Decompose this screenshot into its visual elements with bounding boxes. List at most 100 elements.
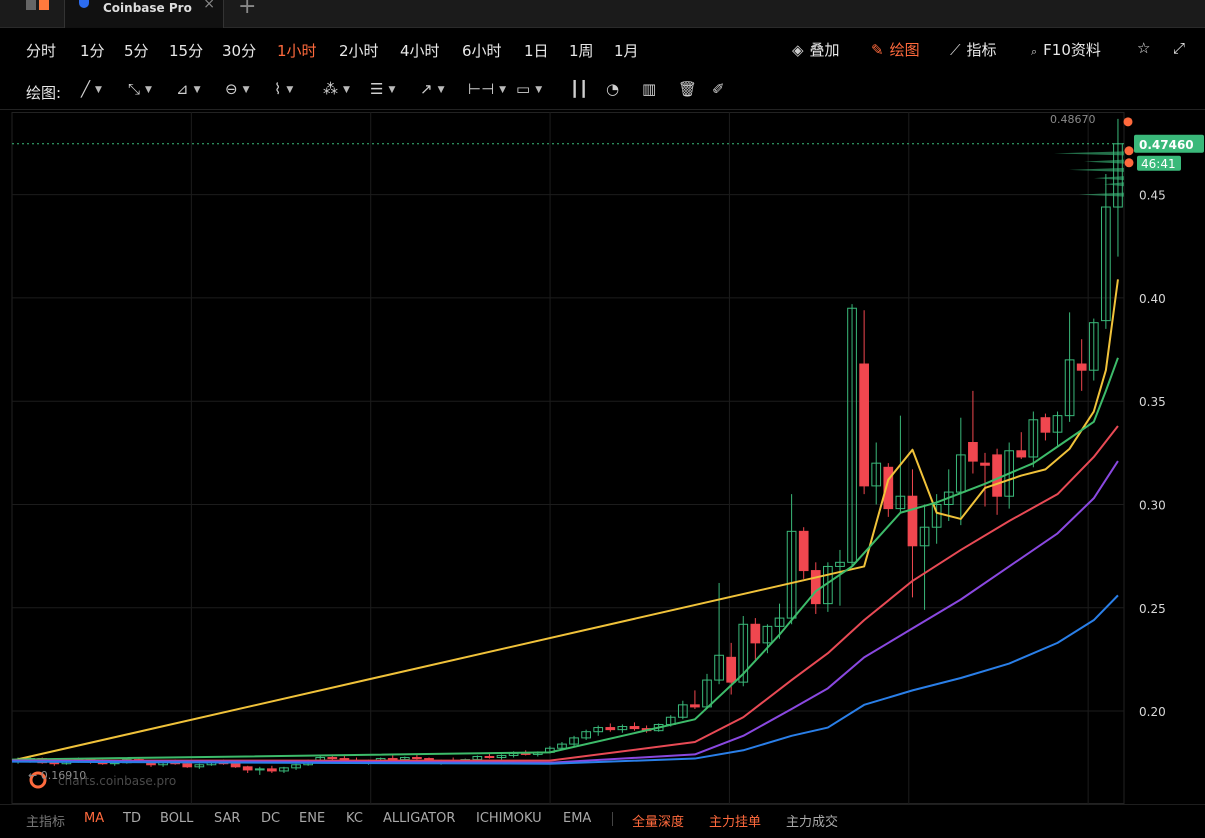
interval-2h[interactable]: 2小时	[339, 42, 379, 60]
depth-spike	[1079, 192, 1124, 197]
candle-body	[496, 754, 507, 759]
candle-tool-icon[interactable]: ┃┃	[570, 80, 589, 98]
candle-body	[1052, 415, 1063, 433]
candle-body	[762, 625, 773, 644]
main-trades-toggle[interactable]: 主力成交	[786, 815, 839, 830]
indicator-ma[interactable]: MA	[84, 811, 105, 826]
depth-spike	[1054, 151, 1124, 156]
interval-30m[interactable]: 30分	[222, 42, 257, 60]
drawing-toolbar: 绘图: ╱ ▼ ⤡ ▼ ⊿ ▼ ⊖ ▼ ⌇ ▼ ⁂ ▼ ☰ ▼ ↗ ▼ ⊢⊣ ▼ ▭ ▼ ┃┃ ◔ …	[0, 72, 1205, 110]
indicator-kc[interactable]: KC	[346, 811, 363, 826]
candle-body	[968, 442, 978, 462]
candle-body	[291, 764, 301, 769]
line-tool-icon[interactable]: ╱ ▼	[81, 80, 102, 98]
pie-tool-icon[interactable]: ◔	[606, 80, 620, 98]
last-price-badge	[1134, 134, 1204, 153]
fibonacci-tool-icon[interactable]: ☰ ▼	[370, 80, 396, 98]
wave-tool-icon[interactable]: ⌇ ▼	[274, 80, 294, 98]
candle-body	[835, 561, 845, 567]
y-tick-label: 0.25	[1139, 602, 1166, 616]
tab-bar: Coinbase Pro × +	[0, 0, 1205, 28]
interval-6h[interactable]: 6小时	[462, 42, 502, 60]
bars-tool-icon[interactable]: ▥	[642, 80, 657, 98]
candle-body	[605, 727, 616, 731]
indicator-ema[interactable]: EMA	[563, 811, 592, 826]
indicator-button[interactable]: ⟋ 指标	[950, 39, 997, 60]
drawing-tools-label: 绘图:	[26, 84, 62, 102]
candle-body	[1028, 419, 1039, 458]
y-tick-label: 0.40	[1139, 292, 1166, 306]
f10-button[interactable]: ⌕ F10资料	[1031, 39, 1101, 60]
interval-1w[interactable]: 1周	[569, 42, 594, 60]
candle-body	[738, 623, 749, 683]
tab-title: Coinbase Pro	[103, 1, 192, 15]
new-tab-icon[interactable]: +	[238, 0, 257, 19]
candle-body	[810, 570, 821, 605]
brush-icon: ✎	[871, 41, 884, 59]
overlay-button[interactable]: ◈ 叠加	[792, 39, 840, 60]
candle-body	[194, 764, 205, 768]
candle-body	[1016, 450, 1027, 458]
candle-body	[992, 454, 1002, 497]
candle-body	[230, 763, 241, 768]
candle-body	[1040, 417, 1051, 433]
interval-fenshi[interactable]: 分时	[26, 42, 57, 60]
channel-tool-icon[interactable]: ⊿ ▼	[176, 80, 201, 98]
plot-frame	[11, 112, 1125, 804]
depth-spike	[1069, 167, 1124, 172]
indicator-ene[interactable]: ENE	[299, 811, 326, 826]
interval-4h[interactable]: 4小时	[400, 42, 440, 60]
depth-spike	[1104, 182, 1124, 187]
candle-body	[677, 704, 688, 718]
interval-15m[interactable]: 15分	[169, 42, 204, 60]
full-depth-toggle[interactable]: 全量深度	[632, 815, 685, 830]
low-price-label: ← 0.16910	[28, 769, 86, 782]
coinbase-logo-icon	[79, 0, 89, 8]
arrow-tool-icon[interactable]: ↗ ▼	[420, 80, 445, 98]
candle-body	[399, 757, 410, 761]
candle-body	[254, 768, 265, 771]
ma-line	[11, 594, 1119, 765]
indicator-alligator[interactable]: ALLIGATOR	[383, 811, 456, 826]
candle-body	[931, 503, 942, 528]
indicator-ichimoku[interactable]: ICHIMOKU	[476, 811, 542, 826]
indicator-sar[interactable]: SAR	[214, 811, 241, 826]
indicator-boll[interactable]: BOLL	[160, 811, 194, 826]
fullscreen-icon[interactable]: ⤢	[1173, 39, 1186, 57]
candle-body	[895, 495, 906, 510]
circle-tool-icon[interactable]: ⊖ ▼	[225, 80, 250, 98]
y-tick-label: 0.45	[1139, 189, 1166, 203]
candle-body	[883, 466, 894, 510]
trash-icon[interactable]: 🗑	[678, 80, 698, 98]
interval-1d[interactable]: 1日	[524, 42, 549, 60]
tab-coinbase-pro[interactable]: Coinbase Pro ×	[64, 0, 224, 28]
pattern-tool-icon[interactable]: ⁂ ▼	[323, 80, 350, 98]
candle-body	[980, 462, 990, 466]
ma-line	[12, 425, 1119, 762]
candle-body	[859, 363, 869, 487]
indicator-td[interactable]: TD	[123, 811, 141, 826]
candle-body	[484, 755, 495, 759]
favorite-star-icon[interactable]: ☆	[1137, 39, 1151, 57]
interval-1m[interactable]: 1分	[80, 42, 105, 60]
pen-tool-icon[interactable]: ✐	[712, 80, 725, 98]
annotation-tool-icon[interactable]: ▭ ▼	[516, 80, 543, 98]
high-price-label: 0.48670	[1050, 113, 1096, 126]
measure-tool-icon[interactable]: ⊢⊣ ▼	[468, 80, 507, 98]
ma-line	[11, 460, 1119, 764]
layout-icon[interactable]	[26, 0, 52, 12]
candle-body	[798, 530, 809, 572]
close-icon[interactable]: ×	[203, 0, 215, 12]
ray-tool-icon[interactable]: ⤡ ▼	[128, 80, 152, 98]
interval-1mo[interactable]: 1月	[614, 42, 639, 60]
candle-body	[412, 757, 422, 760]
interval-5m[interactable]: 5分	[124, 42, 149, 60]
draw-button[interactable]: ✎ 绘图	[871, 39, 920, 60]
interval-1h[interactable]: 1小时	[277, 42, 317, 60]
price-chart[interactable]: 0.20 0.25 0.30 0.35 0.40 0.45 charts.coinbase.…	[0, 112, 1205, 804]
high-marker-icon	[1123, 117, 1133, 127]
main-orders-toggle[interactable]: 主力挂单	[709, 815, 762, 830]
candle-body	[279, 767, 289, 772]
candle-body	[557, 743, 567, 749]
indicator-dc[interactable]: DC	[261, 811, 281, 826]
